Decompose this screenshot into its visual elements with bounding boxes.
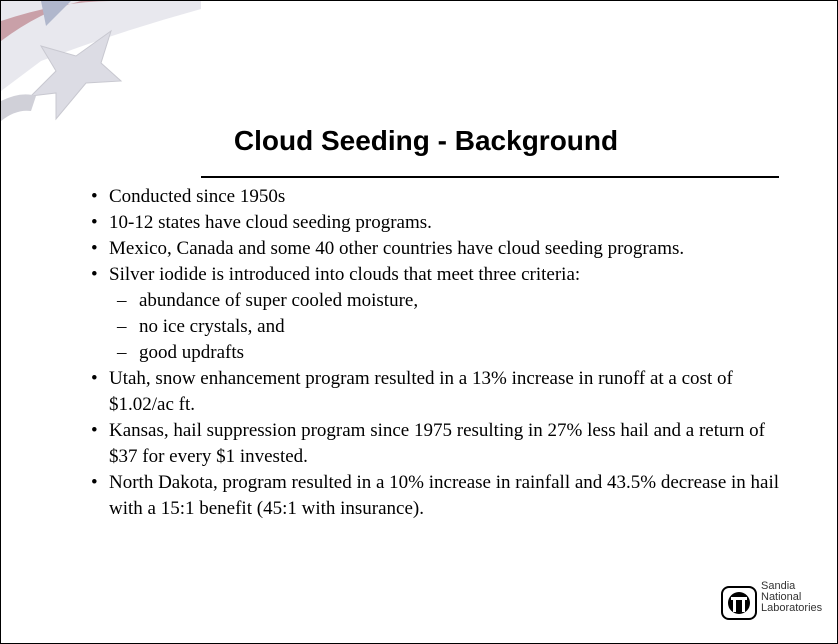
bullet: Silver iodide is introduced into clouds …: [91, 262, 791, 366]
logo-line: Laboratories: [761, 603, 822, 614]
bullet: Utah, snow enhancement program resulted …: [91, 366, 791, 418]
bullet-list: Conducted since 1950s 10-12 states have c…: [91, 184, 791, 522]
bullet-text: Utah, snow enhancement program resulted …: [109, 368, 733, 415]
sub-bullet: good updrafts: [117, 340, 791, 366]
bullet: Kansas, hail suppression program since 1…: [91, 418, 791, 470]
star-tail: [1, 94, 36, 121]
slide: Cloud Seeding - Background Conducted sin…: [0, 0, 838, 644]
bullet-text: North Dakota, program resulted in a 10% …: [109, 472, 779, 519]
title-rule: [201, 176, 779, 178]
bullet-text: 10-12 states have cloud seeding programs…: [109, 212, 432, 233]
bullet: 10-12 states have cloud seeding programs…: [91, 210, 791, 236]
bullet: Mexico, Canada and some 40 other countri…: [91, 236, 791, 262]
logo-icon: [721, 586, 757, 620]
sub-bullet-list: abundance of super cooled moisture,no ic…: [109, 288, 791, 366]
sub-bullet: no ice crystals, and: [117, 314, 791, 340]
bullet-text: Conducted since 1950s: [109, 186, 285, 207]
bullet-text: Mexico, Canada and some 40 other countri…: [109, 238, 684, 259]
bullet-text: Kansas, hail suppression program since 1…: [109, 420, 765, 467]
bullet: North Dakota, program resulted in a 10% …: [91, 470, 791, 522]
bullet: Conducted since 1950s: [91, 184, 791, 210]
sub-bullet: abundance of super cooled moisture,: [117, 288, 791, 314]
star-decoration: [1, 1, 201, 141]
slide-title: Cloud Seeding - Background: [151, 125, 701, 157]
bullet-text: Silver iodide is introduced into clouds …: [109, 264, 580, 285]
